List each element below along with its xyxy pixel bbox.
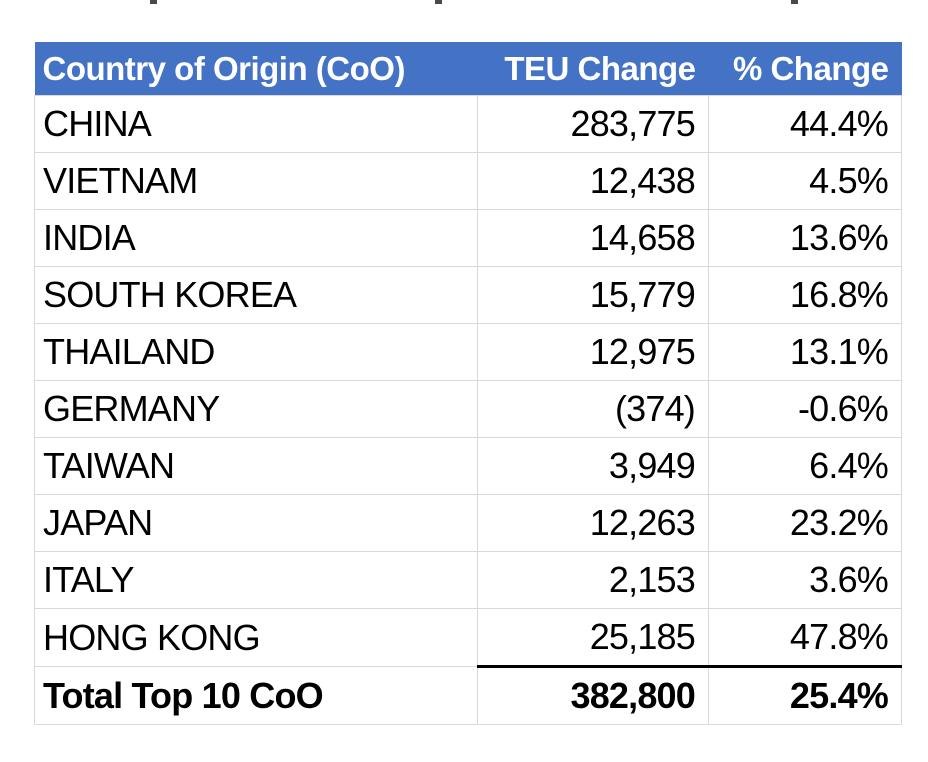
total-label-cell: Total Top 10 CoO — [34, 666, 478, 725]
pct-cell: -0.6% — [708, 380, 902, 438]
teu-cell: 283,775 — [477, 95, 709, 153]
column-header-pct-change: % Change — [708, 42, 902, 96]
cropped-text-fragment — [150, 0, 157, 4]
pct-cell: 3.6% — [708, 551, 902, 609]
country-cell: THAILAND — [34, 323, 478, 381]
pct-cell: 23.2% — [708, 494, 902, 552]
teu-cell: (374) — [477, 380, 709, 438]
country-cell: HONG KONG — [34, 608, 478, 667]
teu-cell: 2,153 — [477, 551, 709, 609]
teu-cell: 12,975 — [477, 323, 709, 381]
pct-cell: 13.6% — [708, 209, 902, 267]
country-cell: JAPAN — [34, 494, 478, 552]
table-row: CHINA 283,775 44.4% — [34, 95, 902, 153]
coo-teu-change-table: Country of Origin (CoO) TEU Change % Cha… — [34, 42, 902, 725]
column-header-teu-change: TEU Change — [477, 42, 709, 96]
teu-cell: 25,185 — [477, 608, 709, 667]
country-cell: TAIWAN — [34, 437, 478, 495]
pct-cell: 47.8% — [708, 608, 902, 667]
table-row: VIETNAM 12,438 4.5% — [34, 152, 902, 210]
country-cell: GERMANY — [34, 380, 478, 438]
country-cell: CHINA — [34, 95, 478, 153]
teu-cell: 3,949 — [477, 437, 709, 495]
pct-cell: 6.4% — [708, 437, 902, 495]
table-row: GERMANY (374) -0.6% — [34, 380, 902, 438]
pct-cell: 16.8% — [708, 266, 902, 324]
cropped-text-fragment — [435, 0, 442, 4]
cropped-text-fragment — [791, 0, 798, 4]
table-row: JAPAN 12,263 23.2% — [34, 494, 902, 552]
teu-cell: 15,779 — [477, 266, 709, 324]
country-cell: ITALY — [34, 551, 478, 609]
total-teu-cell: 382,800 — [477, 665, 709, 725]
total-pct-cell: 25.4% — [708, 665, 902, 725]
column-header-country: Country of Origin (CoO) — [34, 42, 478, 96]
table-row: TAIWAN 3,949 6.4% — [34, 437, 902, 495]
table-row: INDIA 14,658 13.6% — [34, 209, 902, 267]
table-row: SOUTH KOREA 15,779 16.8% — [34, 266, 902, 324]
pct-cell: 4.5% — [708, 152, 902, 210]
teu-cell: 14,658 — [477, 209, 709, 267]
country-cell: SOUTH KOREA — [34, 266, 478, 324]
total-row: Total Top 10 CoO 382,800 25.4% — [34, 665, 902, 725]
table-row: HONG KONG 25,185 47.8% — [34, 608, 902, 667]
pct-cell: 44.4% — [708, 95, 902, 153]
table-row: THAILAND 12,975 13.1% — [34, 323, 902, 381]
teu-cell: 12,438 — [477, 152, 709, 210]
table-row: ITALY 2,153 3.6% — [34, 551, 902, 609]
header-row: Country of Origin (CoO) TEU Change % Cha… — [34, 42, 902, 96]
teu-cell: 12,263 — [477, 494, 709, 552]
country-cell: INDIA — [34, 209, 478, 267]
pct-cell: 13.1% — [708, 323, 902, 381]
country-cell: VIETNAM — [34, 152, 478, 210]
